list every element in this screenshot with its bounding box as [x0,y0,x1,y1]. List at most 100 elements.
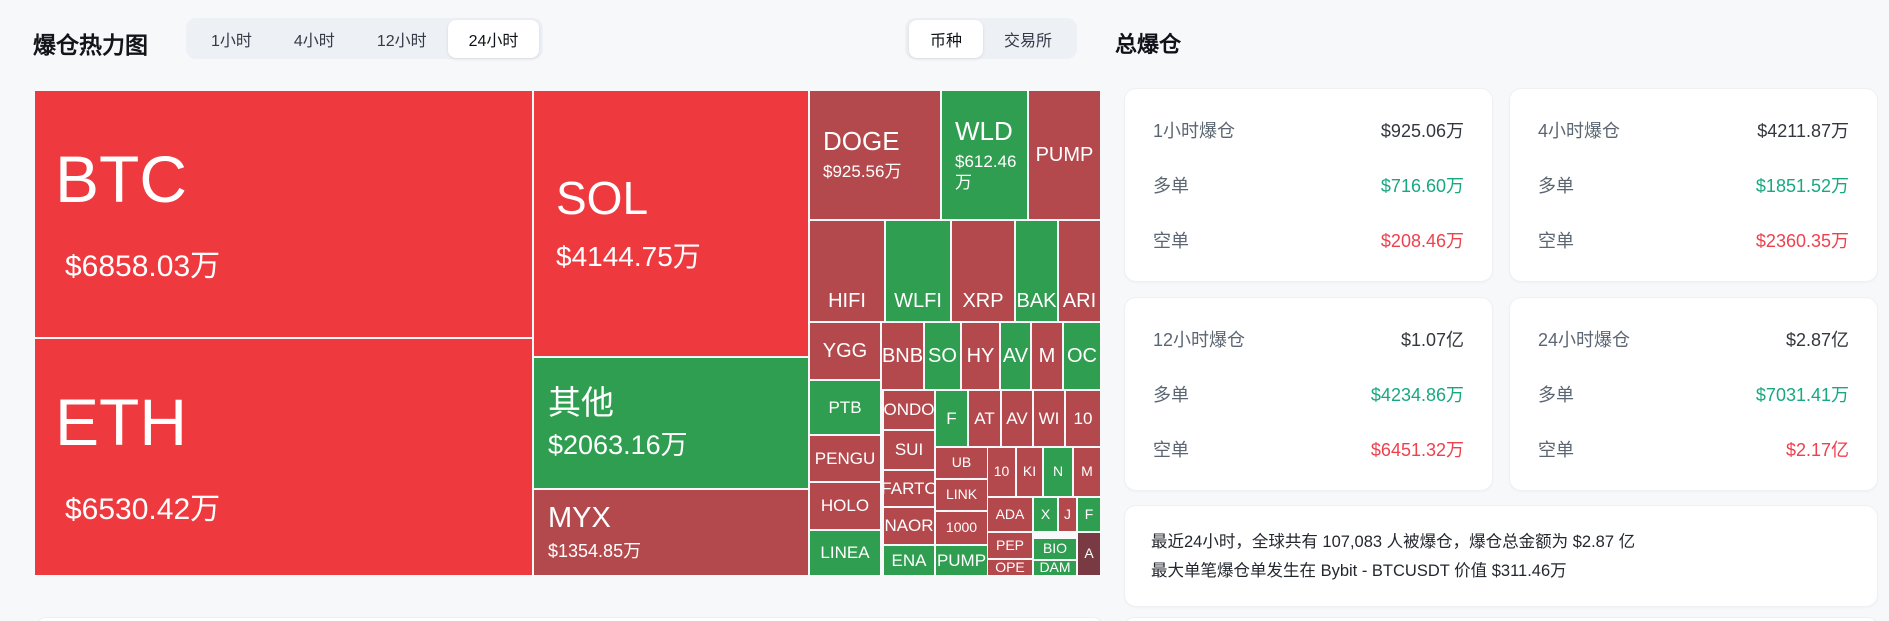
tile-ada[interactable]: ADA [988,498,1032,531]
tile-j1[interactable]: J [1059,498,1076,531]
tile-value: $1354.85万 [548,541,642,562]
tile-eth[interactable]: ETH $6530.42万 [35,339,532,575]
tile-label: WI [1038,408,1060,428]
tile-oc[interactable]: OC [1064,323,1100,389]
next-section-edge-left [36,617,1103,621]
stat-card-12h: 12小时爆仓 $1.07亿 多单 $4234.86万 空单 $6451.32万 [1124,297,1493,491]
stat-card-4h: 4小时爆仓 $4211.87万 多单 $1851.52万 空单 $2360.35万 [1509,88,1878,282]
tile-av1[interactable]: AV [1001,323,1030,389]
tile-ari[interactable]: ARI [1059,221,1100,321]
tile-label: 10 [1073,408,1093,428]
tile-ondo[interactable]: ONDO [884,391,934,429]
tile-naor[interactable]: NAOR [884,508,934,544]
tile-hy[interactable]: HY [962,323,999,389]
stat-card-1h: 1小时爆仓 $925.06万 多单 $716.60万 空单 $208.46万 [1124,88,1493,282]
tile-pengu[interactable]: PENGU [810,436,880,481]
tile-pump2[interactable]: PUMP [936,546,987,575]
short-label: 空单 [1538,440,1574,460]
stat-row-short: 空单 $6451.32万 [1153,436,1464,462]
short-value: $2.17亿 [1785,440,1849,460]
summary-line-2: 最大单笔爆仓单发生在 Bybit - BTCUSDT 价值 $311.46万 [1151,562,1567,580]
tile-x1[interactable]: X [1034,498,1057,531]
tile-linea[interactable]: LINEA [810,531,880,575]
tile-sui[interactable]: SUI [884,431,934,469]
tile-wi[interactable]: WI [1034,391,1064,446]
tile-label: SO [928,344,957,367]
tile-a1[interactable]: A [1078,533,1100,575]
stat-row-short: 空单 $2360.35万 [1538,227,1849,253]
toggle-exchange[interactable]: 交易所 [1004,32,1053,50]
tile-ub[interactable]: UB [936,448,987,478]
total-value: $925.06万 [1380,121,1464,141]
tile-pump[interactable]: PUMP [1029,91,1100,219]
tile-label: M [1038,344,1056,367]
tile-holo[interactable]: HOLO [810,483,880,529]
tile-label: UB [951,454,972,471]
tile-label: PUMP [1035,143,1094,166]
tab-4h[interactable]: 4小时 [293,32,335,50]
tab-12h[interactable]: 12小时 [376,32,427,50]
tab-24h[interactable]: 24小时 [447,19,540,58]
tile-label: MYX [548,501,611,534]
toggle-coin[interactable]: 币种 [909,19,984,58]
tile-ena[interactable]: ENA [884,546,934,575]
tab-1h[interactable]: 1小时 [211,32,252,50]
tile-doge[interactable]: DOGE $925.56万 [810,91,940,219]
tile-ygg[interactable]: YGG [810,323,880,379]
tile-bak[interactable]: BAK [1016,221,1057,321]
tile-hifi[interactable]: HIFI [810,221,884,321]
stat-card-24h: 24小时爆仓 $2.87亿 多单 $7031.41万 空单 $2.17亿 [1509,297,1878,491]
tile-fartc[interactable]: FARTC [884,471,934,506]
tile-ptb[interactable]: PTB [810,381,880,434]
tile-av2[interactable]: AV [1002,391,1032,446]
tile-ki[interactable]: KI [1017,448,1042,496]
tile-t1000[interactable]: 1000 [936,512,987,544]
tile-f2[interactable]: F [1078,498,1100,531]
tile-label: HIFI [828,289,866,312]
tile-so[interactable]: SO [925,323,960,389]
tile-label: 其他 [548,383,614,421]
tile-m2[interactable]: M [1074,448,1100,496]
tile-value: $2063.16万 [548,429,688,460]
tile-label: OC [1067,344,1097,367]
tile-pep[interactable]: PEP [988,533,1032,558]
stat-row-short: 空单 $208.46万 [1153,227,1464,253]
short-value: $6451.32万 [1370,440,1464,460]
tile-xrp[interactable]: XRP [952,221,1014,321]
tile-t10b[interactable]: 10 [988,448,1015,496]
tile-sol[interactable]: SOL $4144.75万 [534,91,808,356]
long-label: 多单 [1153,176,1189,196]
tile-btc[interactable]: BTC $6858.03万 [35,91,532,337]
title: 12小时爆仓 [1153,330,1246,350]
tile-ope[interactable]: OPE [988,560,1032,575]
tile-label: BIO [1042,540,1068,557]
tile-label: BTC [55,142,187,217]
tile-label: OPE [995,560,1025,575]
tile-at[interactable]: AT [969,391,1000,446]
tile-label: LINK [945,486,978,503]
tile-qita[interactable]: 其他 $2063.16万 [534,358,808,488]
tile-link[interactable]: LINK [936,480,987,510]
tile-m1[interactable]: M [1032,323,1062,389]
long-value: $1851.52万 [1755,176,1849,196]
tile-bnb[interactable]: BNB [882,323,923,389]
stat-row-total: 12小时爆仓 $1.07亿 [1153,326,1464,352]
tile-label: DAM [1039,561,1071,575]
tile-label: F [946,408,957,428]
short-value: $208.46万 [1380,231,1464,251]
tile-wld[interactable]: WLD $612.46万 [942,91,1027,219]
tile-bio[interactable]: BIO [1034,539,1076,559]
tile-n1[interactable]: N [1044,448,1072,496]
tile-label: M [1081,463,1093,480]
stat-row-total: 4小时爆仓 $4211.87万 [1538,117,1849,143]
tile-label: PUMP [936,550,987,570]
tile-label: YGG [822,339,868,362]
tile-t10a[interactable]: 10 [1066,391,1100,446]
tile-myx[interactable]: MYX $1354.85万 [534,490,808,575]
tile-wlfi[interactable]: WLFI [886,221,950,321]
tile-label: F [1084,505,1094,522]
tile-label: AV [1006,408,1028,428]
tile-dam[interactable]: DAM [1034,561,1076,575]
tile-f1[interactable]: F [936,391,967,446]
